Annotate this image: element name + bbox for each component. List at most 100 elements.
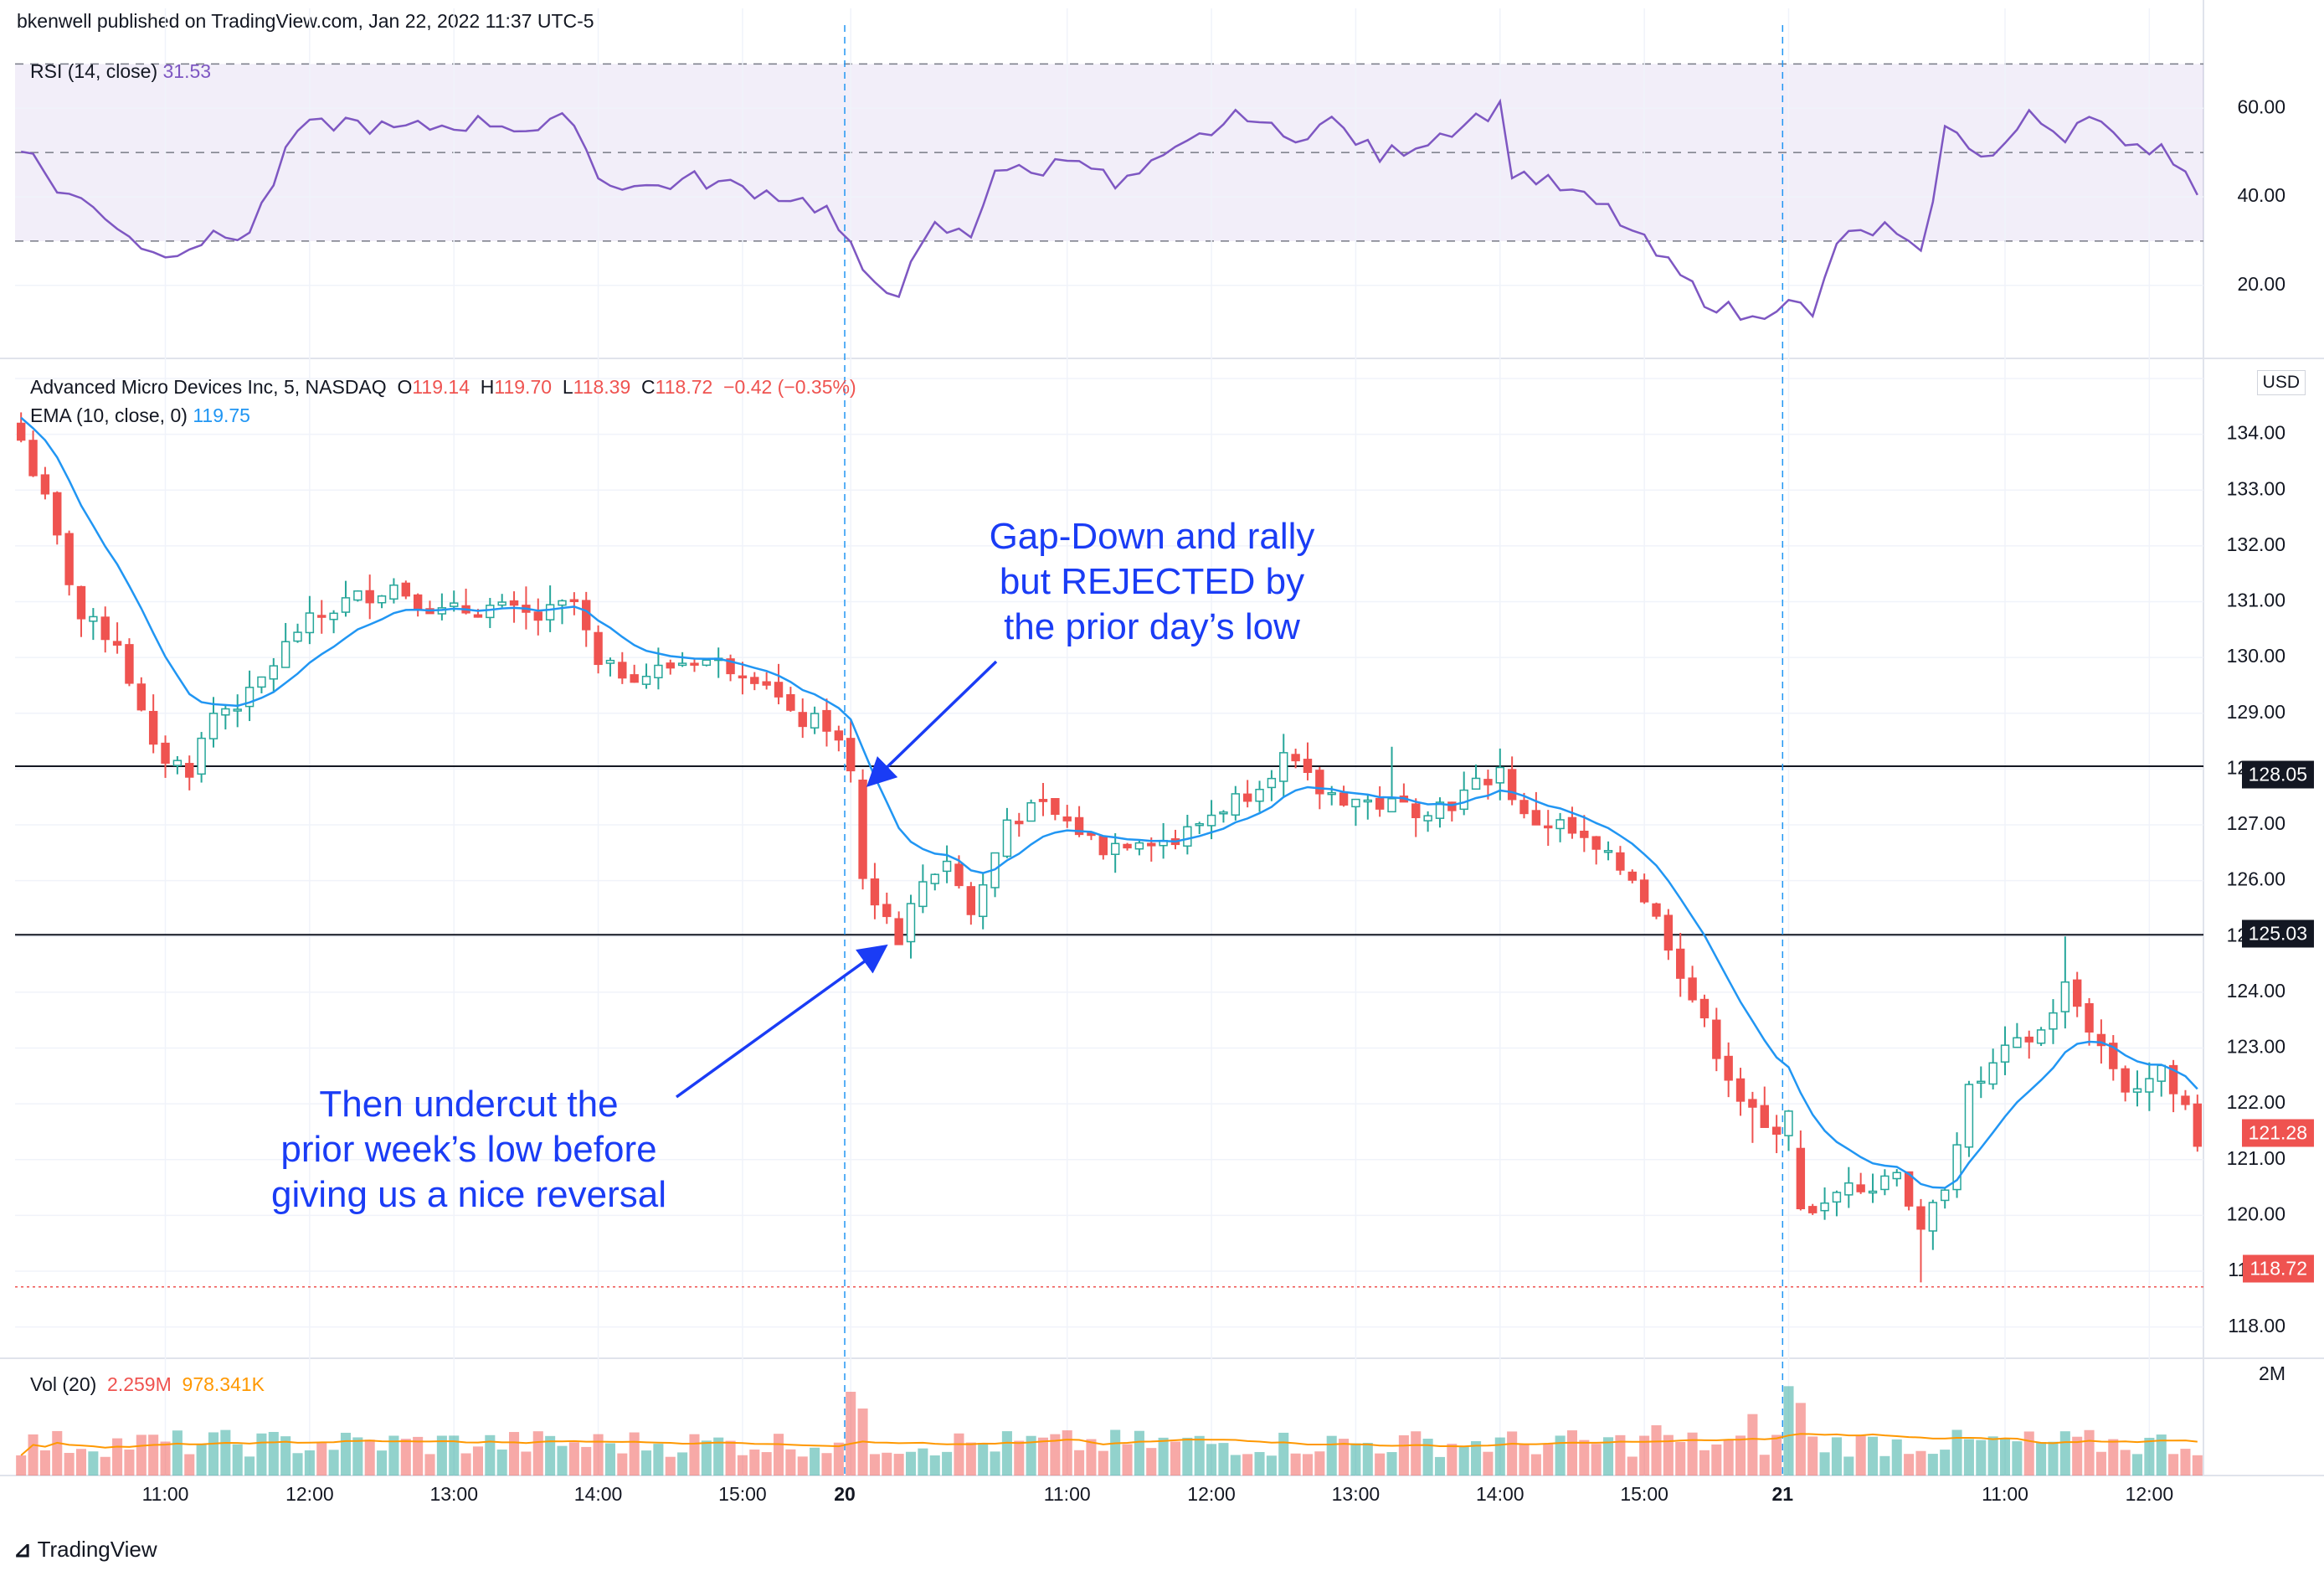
candle-body	[148, 710, 158, 745]
candle-body	[233, 708, 242, 712]
candle-body	[1591, 836, 1601, 850]
volume-bar	[2156, 1434, 2167, 1476]
candle-body	[1423, 815, 1432, 821]
volume-bar	[2072, 1436, 2083, 1476]
candle-body	[750, 677, 759, 684]
candle-body	[1531, 810, 1541, 826]
volume-bar	[184, 1454, 195, 1476]
volume-bar	[304, 1450, 315, 1476]
volume-bar	[1350, 1443, 1361, 1476]
volume-bar	[1122, 1444, 1133, 1476]
candle-body	[702, 659, 712, 667]
volume-bar	[665, 1456, 676, 1476]
volume-bar	[761, 1452, 772, 1476]
volume-bar	[1494, 1437, 1505, 1476]
candle-body	[533, 611, 542, 621]
volume-bar	[232, 1444, 243, 1476]
volume-bar	[2036, 1442, 2047, 1476]
candle-body	[161, 742, 170, 764]
volume-bar	[1375, 1453, 1386, 1476]
candle-body	[1074, 816, 1084, 836]
volume-bar	[2144, 1437, 2155, 1476]
volume-bar	[449, 1435, 460, 1476]
candle-body	[1868, 1190, 1878, 1194]
candle-body	[630, 674, 639, 683]
candle-body	[1002, 819, 1012, 858]
volume-bar	[1976, 1440, 1987, 1476]
candle-body	[1760, 1105, 1769, 1128]
volume-bar	[112, 1438, 123, 1476]
candle-body	[677, 662, 687, 667]
candle-body	[1735, 1078, 1746, 1102]
price-tag-last: 121.28	[2241, 1119, 2314, 1147]
candle-body	[762, 681, 771, 686]
volume-bar	[496, 1450, 507, 1476]
candle-body	[2072, 979, 2082, 1007]
volume-bar	[1206, 1444, 1217, 1476]
volume-bar	[2108, 1439, 2119, 1476]
volume-bar	[1904, 1454, 1915, 1476]
close-label: C	[641, 376, 656, 398]
volume-bar	[713, 1437, 724, 1476]
candle-body	[786, 693, 795, 711]
ema-line	[20, 416, 2198, 1189]
volume-bar	[833, 1442, 844, 1476]
candle-body	[1495, 766, 1504, 784]
candle-body	[882, 904, 892, 918]
annotation-arrow-undercut	[675, 944, 888, 1099]
rsi-axis-label: 40.00	[2237, 184, 2285, 206]
candle-body	[1339, 792, 1349, 806]
candle-body	[329, 612, 338, 621]
candle-body	[1712, 1019, 1721, 1059]
candle-body	[1688, 977, 1697, 1001]
price-axis-label: 118.00	[2228, 1315, 2285, 1337]
candle-body	[172, 760, 183, 766]
symbol-name[interactable]: Advanced Micro Devices Inc, 5, NASDAQ	[30, 376, 387, 398]
volume-bar	[1783, 1386, 1794, 1476]
annotation-gap-down: Gap-Down and rally but REJECTED by the p…	[990, 514, 1315, 650]
candle-body	[2049, 1012, 2058, 1030]
candle-body	[870, 878, 880, 906]
time-axis-label: 11:00	[1982, 1483, 2028, 1505]
volume-bar	[846, 1392, 856, 1476]
rsi-legend-label: RSI (14, close)	[30, 60, 158, 82]
candle-body	[834, 730, 844, 741]
volume-bar	[2192, 1455, 2203, 1476]
volume-bar	[725, 1440, 736, 1476]
candle-body	[125, 644, 134, 684]
candle-body	[1483, 779, 1493, 785]
candle-body	[401, 582, 410, 597]
candle-body	[1977, 1080, 1986, 1084]
candle-body	[2193, 1103, 2203, 1147]
candle-body	[197, 737, 206, 775]
time-axis-label: 11:00	[1044, 1483, 1091, 1505]
volume-bar	[1795, 1403, 1806, 1476]
candle-body	[1219, 811, 1228, 815]
candle-body	[1038, 799, 1048, 802]
price-tag-lower-line: 125.03	[2241, 919, 2314, 948]
time-axis-label: 14:00	[1476, 1483, 1524, 1505]
candle-body	[654, 664, 663, 679]
volume-bar	[316, 1443, 327, 1476]
candle-body	[185, 763, 194, 778]
currency-label[interactable]: USD	[2256, 370, 2306, 395]
price-tag-low: 118.72	[2243, 1254, 2314, 1283]
candle-body	[810, 713, 820, 729]
volume-bar	[653, 1444, 664, 1476]
candle-body	[906, 903, 916, 943]
volume-bar	[1675, 1441, 1686, 1476]
volume-bar	[1507, 1431, 1518, 1476]
volume-bar	[821, 1453, 832, 1476]
volume-bar	[280, 1436, 291, 1476]
volume-legend-label: Vol (20)	[30, 1373, 97, 1395]
tradingview-logo[interactable]: ⊿ TradingView	[13, 1537, 157, 1563]
candle-body	[1928, 1202, 1938, 1232]
rsi-legend-value: 31.53	[162, 60, 212, 82]
volume-bar	[1555, 1435, 1566, 1476]
candle-body	[2060, 981, 2070, 1012]
volume-bar	[436, 1435, 447, 1476]
volume-bar	[869, 1454, 880, 1476]
candle-body	[365, 590, 374, 604]
candle-body	[690, 662, 699, 666]
